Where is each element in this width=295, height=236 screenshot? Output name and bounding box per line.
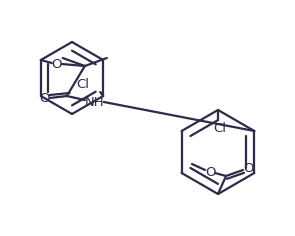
Text: O: O [243,161,253,174]
Text: O: O [205,165,215,178]
Text: Cl: Cl [214,122,227,135]
Text: O: O [52,58,62,71]
Text: NH: NH [85,96,105,109]
Text: Cl: Cl [76,77,89,90]
Text: O: O [40,92,50,105]
